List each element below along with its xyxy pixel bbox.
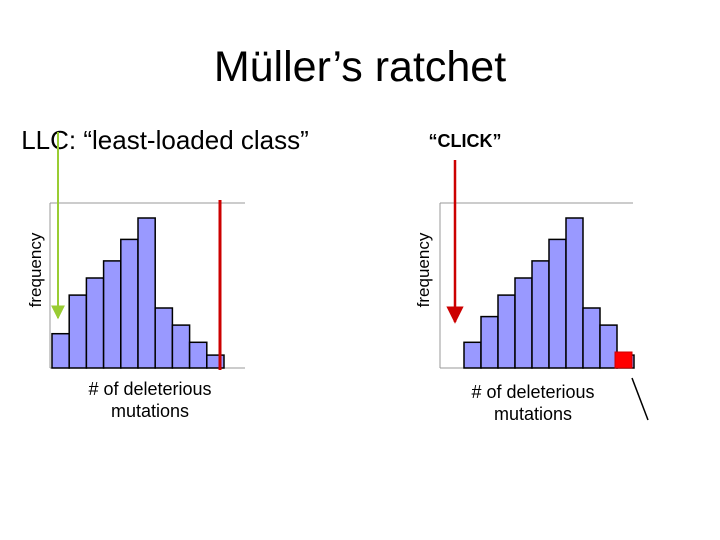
left-x-axis-label: # of deleterious mutations [88, 379, 212, 421]
left-histogram-bar [154, 307, 174, 369]
slash-mark [631, 377, 649, 421]
right-histogram-bar [582, 307, 601, 369]
right-histogram-bar [497, 294, 516, 369]
click-label: “CLICK” [428, 131, 502, 151]
lost-class-block [614, 351, 633, 369]
left-histogram-bar [51, 332, 70, 369]
llc-label: LLC: “least-loaded class” [21, 125, 309, 155]
right-histogram-bar [480, 315, 499, 369]
slide-title: Müller’s ratchet [213, 43, 507, 91]
right-histogram-bar [514, 277, 533, 369]
left-histogram-bar [137, 217, 156, 369]
left-histogram-bar [85, 277, 105, 369]
right-histogram-bar [548, 238, 567, 369]
left-histogram-bar [171, 324, 191, 369]
right-histogram-bars [463, 217, 635, 369]
left-histogram-bar [120, 238, 139, 369]
right-histogram-bar [531, 260, 550, 369]
right-histogram-bar [599, 324, 618, 369]
left-histogram-bar [188, 341, 208, 369]
left-histogram-bar [102, 260, 122, 369]
right-x-axis-label: # of deleterious mutations [471, 382, 595, 424]
right-histogram-bar [463, 341, 482, 369]
left-histogram-bars [51, 217, 225, 369]
right-histogram-bar [565, 217, 584, 369]
left-histogram-bar [68, 294, 88, 369]
